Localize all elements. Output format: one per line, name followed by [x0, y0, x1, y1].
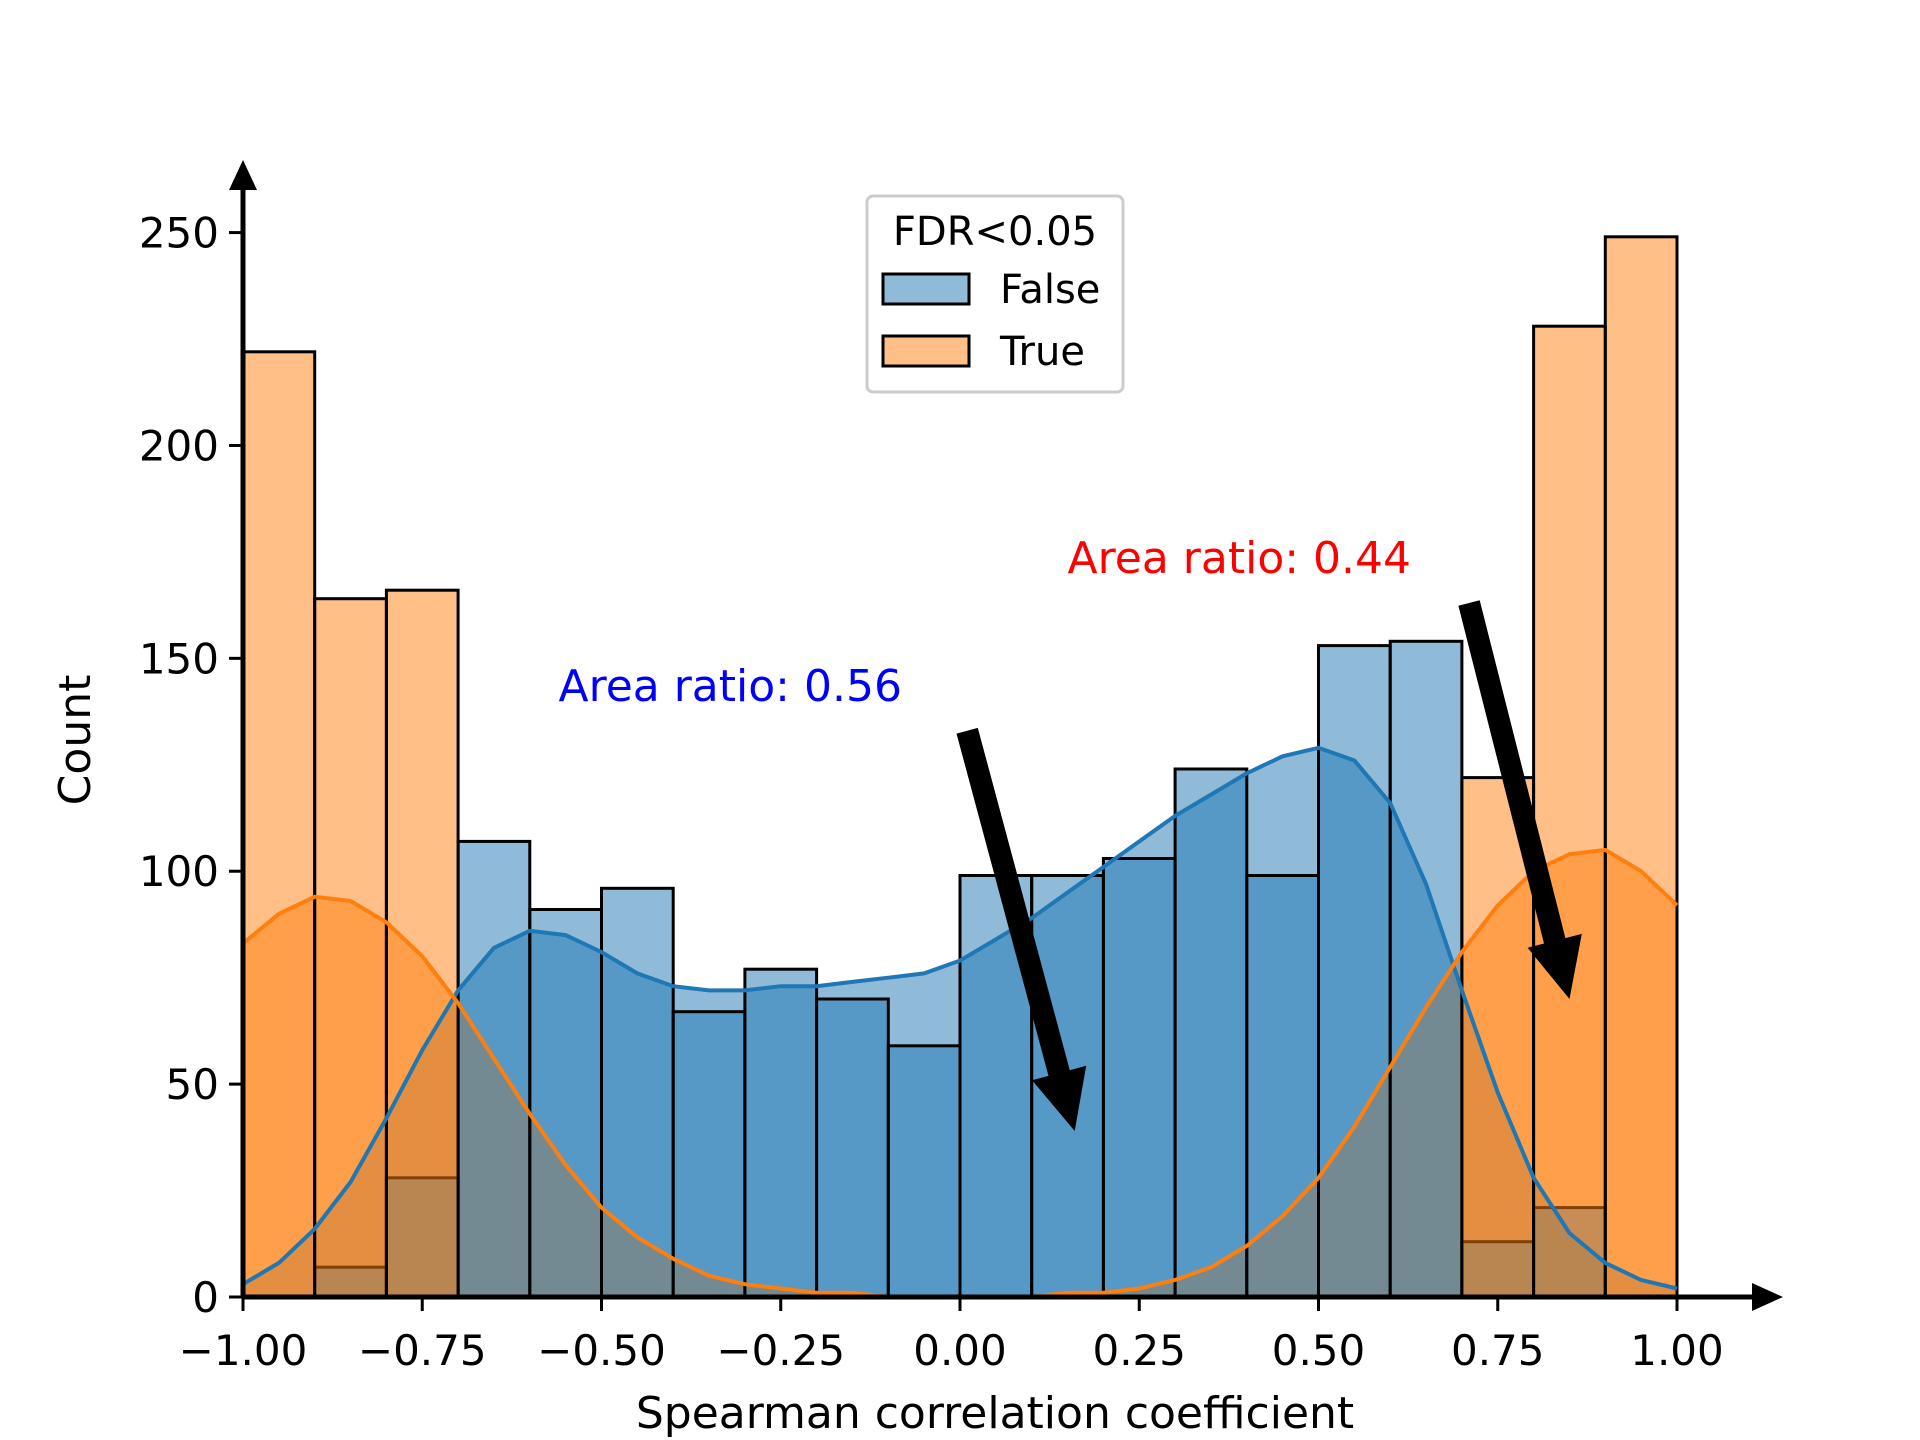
bar-true-17 — [1460, 776, 1536, 1299]
bar-false-6 — [671, 1010, 747, 1299]
x-tick-label: 1.00 — [1630, 1326, 1724, 1375]
legend-swatch-true — [881, 334, 971, 368]
x-tick-label: −0.75 — [358, 1326, 487, 1375]
y-axis-arrowhead — [229, 160, 257, 190]
annotation-arrow-1 — [956, 727, 1087, 1131]
bar-layer — [241, 235, 1679, 1299]
x-axis-arrowhead — [1752, 1283, 1783, 1311]
bar-false-3 — [456, 839, 532, 1299]
bar-false-13 — [1173, 767, 1249, 1299]
y-tick-label: 0 — [192, 1273, 219, 1322]
bar-true-2 — [384, 588, 460, 1299]
annotation-arrow-2 — [1458, 600, 1582, 999]
ticks: −1.00 −0.75 −0.50 −0.25 0.00 0.25 0.50 0.75 1.00… — [139, 209, 1724, 1375]
x-tick-label: 0.00 — [913, 1326, 1007, 1375]
legend-title: FDR<0.05 — [893, 209, 1097, 255]
x-tick-label: 0.25 — [1092, 1326, 1186, 1375]
bar-false-9 — [886, 1044, 962, 1299]
annotations: Area ratio: 0.56 Area ratio: 0.44 — [558, 533, 1582, 1131]
x-tick-label: 0.75 — [1451, 1326, 1545, 1375]
legend-label-false: False — [1000, 267, 1100, 313]
x-tick-label: −0.25 — [716, 1326, 845, 1375]
y-tick-label: 250 — [139, 209, 219, 258]
legend-swatch-false — [881, 272, 971, 306]
bar-true-1 — [313, 597, 388, 1299]
y-tick-label: 100 — [139, 847, 219, 896]
bar-true-0 — [241, 350, 317, 1299]
bar-false-7 — [743, 967, 819, 1299]
bar-false-4 — [528, 908, 603, 1299]
bar-true-19 — [1603, 235, 1679, 1299]
y-tick-label: 150 — [139, 634, 219, 683]
x-axis-title: Spearman correlation coefficient — [636, 1388, 1354, 1439]
y-tick-label: 200 — [139, 421, 219, 470]
legend: FDR<0.05 False True — [865, 194, 1125, 394]
bar-false-14 — [1245, 874, 1321, 1299]
annotation-label-1: Area ratio: 0.56 — [558, 661, 901, 712]
annotation-label-2: Area ratio: 0.44 — [1068, 533, 1411, 584]
x-tick-label: −1.00 — [179, 1326, 308, 1375]
x-tick-label: 0.50 — [1272, 1326, 1366, 1375]
y-axis-title: Count — [50, 675, 101, 806]
axes — [229, 160, 1783, 1311]
bar-false-15 — [1317, 644, 1392, 1299]
bar-false-12 — [1101, 857, 1177, 1299]
x-tick-label: −0.50 — [537, 1326, 666, 1375]
bar-false-8 — [815, 997, 890, 1299]
legend-label-true: True — [999, 329, 1085, 375]
bar-true-18 — [1532, 324, 1607, 1299]
kde-line-false — [241, 745, 1678, 1291]
y-tick-label: 50 — [166, 1060, 219, 1109]
